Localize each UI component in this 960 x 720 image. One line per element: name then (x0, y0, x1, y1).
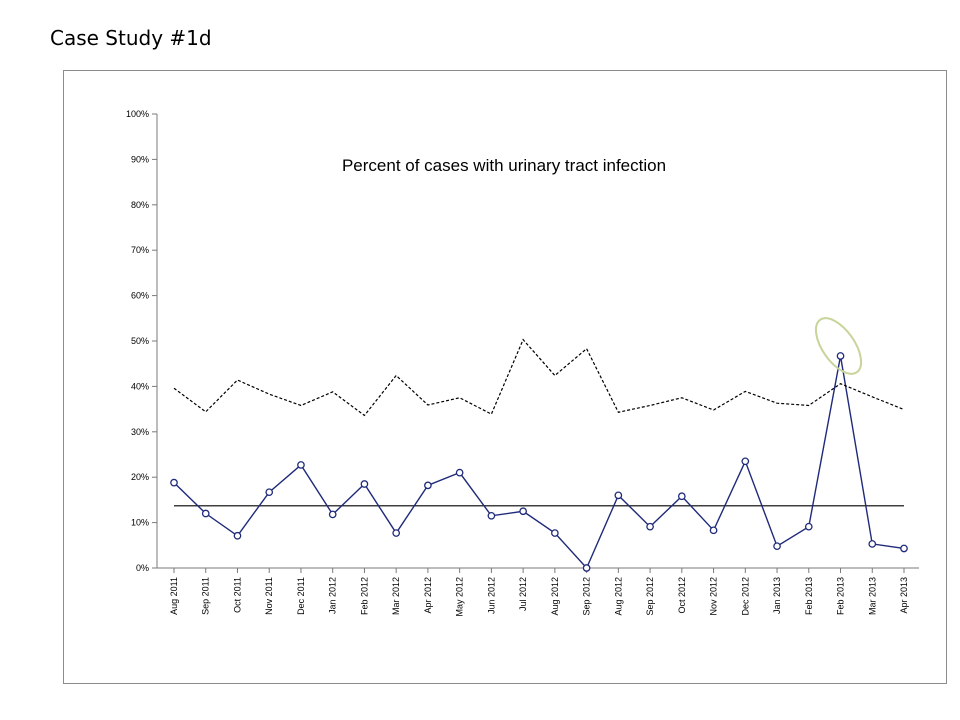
x-tick-label: Feb 2013 (836, 577, 846, 615)
x-tick-label: Oct 2012 (677, 577, 687, 614)
data-point (900, 544, 908, 553)
y-tick-label: 20% (131, 472, 149, 482)
chart-title: Percent of cases with urinary tract infe… (342, 156, 666, 175)
data-point (804, 522, 813, 531)
x-tick-label: Apr 2013 (899, 577, 909, 614)
x-tick-label: Jan 2012 (328, 577, 338, 614)
data-point (328, 510, 337, 519)
x-tick-label: Aug 2012 (613, 577, 623, 616)
data-point (582, 564, 591, 572)
chart-series (170, 317, 908, 572)
y-axis-ticks: 0% 10% 20% 30% 40% 50% 60% 70% 80% 90% 100% (126, 109, 157, 573)
upper-control-limit-line (173, 338, 905, 417)
y-tick-label: 10% (131, 518, 149, 528)
data-point (519, 507, 527, 516)
data-point (836, 352, 845, 360)
data-point (392, 529, 401, 537)
x-tick-label: Aug 2011 (169, 577, 179, 615)
y-tick-label: 50% (131, 336, 149, 346)
data-point (487, 511, 496, 520)
data-point (614, 491, 623, 500)
x-tick-label: Jul 2012 (518, 577, 528, 611)
x-tick-label: Feb 2012 (359, 577, 369, 615)
x-tick-label: May 2012 (455, 577, 465, 617)
y-tick-label: 30% (131, 427, 149, 437)
data-point (170, 478, 178, 487)
data-point (360, 480, 369, 488)
x-tick-label: Mar 2012 (391, 577, 401, 615)
x-tick-label: Nov 2011 (264, 577, 274, 615)
data-point (201, 509, 210, 518)
data-point (455, 468, 464, 477)
x-tick-label: Aug 2012 (550, 577, 560, 616)
x-tick-label: Feb 2013 (804, 577, 814, 615)
y-tick-label: 70% (131, 245, 149, 255)
chart-axes (156, 114, 919, 569)
data-point (773, 542, 781, 551)
chart: 0% 10% 20% 30% 40% 50% 60% 70% 80% 90% 100% Aug 20… (126, 109, 919, 617)
data-point (868, 540, 877, 548)
y-tick-label: 100% (126, 109, 149, 119)
highlight-ellipse (814, 317, 863, 375)
x-tick-label: Nov 2012 (709, 577, 719, 616)
x-tick-label: Dec 2012 (740, 577, 750, 616)
series-line (173, 355, 905, 570)
y-tick-label: 40% (131, 381, 149, 391)
x-tick-label: Mar 2013 (867, 577, 877, 615)
data-point (265, 488, 274, 497)
y-tick-label: 60% (131, 291, 149, 301)
x-axis-ticks: Aug 2011 Sep 2011 Oct 2011 Nov 2011 Dec 2011… (169, 568, 909, 617)
data-point (677, 492, 686, 501)
x-tick-label: Sep 2011 (201, 577, 211, 615)
x-tick-label: Apr 2012 (423, 577, 433, 614)
data-point (233, 531, 242, 540)
x-tick-label: Oct 2011 (232, 577, 242, 613)
y-tick-label: 0% (136, 563, 149, 573)
data-point (741, 457, 750, 466)
x-tick-label: Jun 2012 (486, 577, 496, 614)
chart-frame: 0% 10% 20% 30% 40% 50% 60% 70% 80% 90% 100% Aug 20… (63, 70, 947, 684)
data-point (297, 461, 305, 469)
data-point (709, 526, 718, 535)
x-tick-label: Jan 2013 (772, 577, 782, 614)
data-point (424, 481, 432, 490)
slide-title: Case Study #1d (50, 26, 212, 50)
x-tick-label: Sep 2012 (645, 577, 655, 616)
x-tick-label: Dec 2011 (296, 577, 306, 615)
y-tick-label: 90% (131, 154, 149, 164)
x-tick-label: Sep 2012 (582, 577, 592, 616)
y-tick-label: 80% (131, 200, 149, 210)
data-point (646, 522, 654, 531)
data-point (551, 529, 559, 537)
